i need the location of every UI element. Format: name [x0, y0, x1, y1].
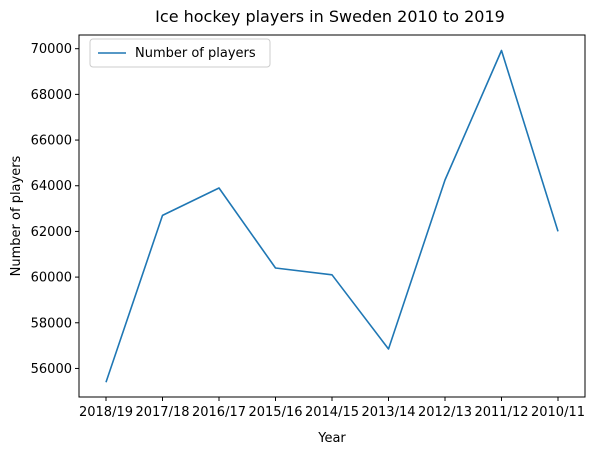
- y-axis-label: Number of players: [9, 155, 24, 276]
- y-tick-label: 68000: [31, 88, 72, 103]
- x-tick-label: 2018/19: [79, 405, 133, 420]
- x-tick-label: 2015/16: [248, 405, 302, 420]
- y-tick-label: 58000: [31, 316, 72, 331]
- chart-title: Ice hockey players in Sweden 2010 to 201…: [155, 7, 505, 26]
- x-tick-label: 2011/12: [474, 405, 528, 420]
- y-axis: 56000 58000 60000 62000 64000 66000 68000 70000: [31, 42, 79, 377]
- x-tick-label: 2013/14: [361, 405, 415, 420]
- y-tick-label: 56000: [31, 362, 72, 377]
- legend: Number of players: [89, 38, 271, 68]
- legend-label: Number of players: [135, 46, 256, 61]
- x-tick-label: 2017/18: [135, 405, 189, 420]
- series-group: [105, 49, 559, 383]
- y-tick-label: 62000: [31, 225, 72, 240]
- legend-box: [89, 38, 271, 68]
- y-tick-label: 64000: [31, 179, 72, 194]
- x-axis: 2018/19 2017/18 2016/17 2015/16 2014/15 2013/…: [79, 397, 585, 420]
- plot-area: [78, 34, 586, 398]
- series-line: [105, 49, 559, 383]
- y-tick-label: 60000: [31, 271, 72, 286]
- y-tick-label: 70000: [31, 42, 72, 57]
- x-tick-label: 2010/11: [531, 405, 585, 420]
- x-tick-label: 2012/13: [418, 405, 472, 420]
- x-axis-label: Year: [317, 431, 346, 446]
- x-tick-label: 2014/15: [305, 405, 359, 420]
- x-tick-label: 2016/17: [192, 405, 246, 420]
- y-tick-label: 66000: [31, 134, 72, 149]
